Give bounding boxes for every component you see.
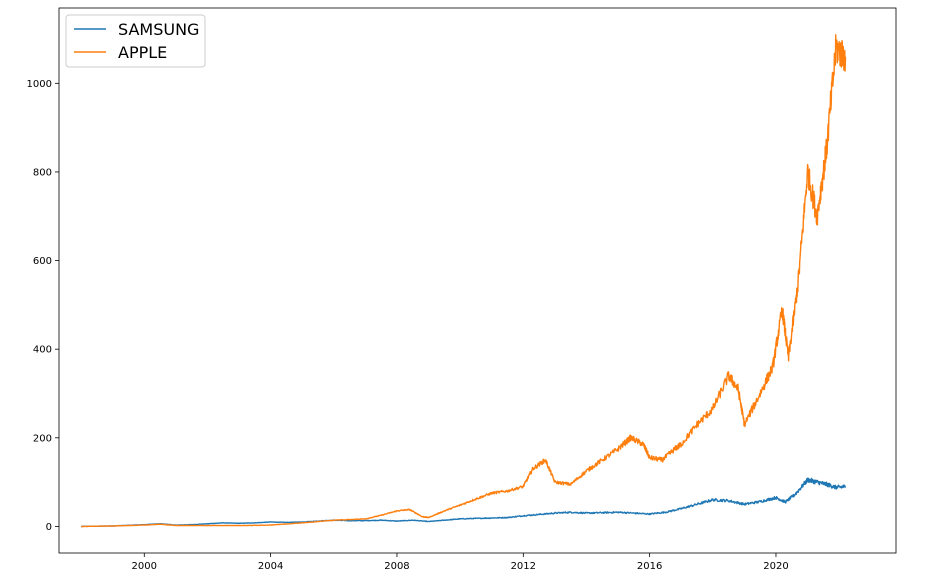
legend-label-apple: APPLE: [118, 43, 167, 62]
y-tick-label: 600: [33, 256, 52, 267]
series-layer: [81, 34, 847, 528]
x-tick-label: 2004: [258, 561, 283, 572]
legend-label-samsung: SAMSUNG: [118, 20, 199, 39]
y-axis: 0 200 400 600 800 1000: [27, 79, 59, 533]
y-tick-label: 400: [33, 345, 52, 356]
x-tick-label: 2012: [511, 561, 536, 572]
x-tick-label: 2020: [763, 561, 788, 572]
x-tick-label: 2016: [637, 561, 662, 572]
x-axis: 2000 2004 2008 2012 2016 2020: [132, 553, 789, 572]
y-tick-label: 800: [33, 167, 52, 178]
plot-frame: [58, 7, 897, 554]
y-tick-label: 1000: [27, 79, 52, 90]
x-tick-label: 2000: [132, 561, 157, 572]
y-tick-label: 200: [33, 433, 52, 444]
legend-box: [65, 14, 206, 68]
series-line-apple: [81, 34, 847, 528]
legend: SAMSUNG APPLE: [65, 14, 206, 68]
x-tick-label: 2008: [384, 561, 409, 572]
plot-area-background: [59, 8, 896, 553]
y-tick-label: 0: [46, 522, 52, 533]
series-line-samsung: [81, 477, 847, 528]
